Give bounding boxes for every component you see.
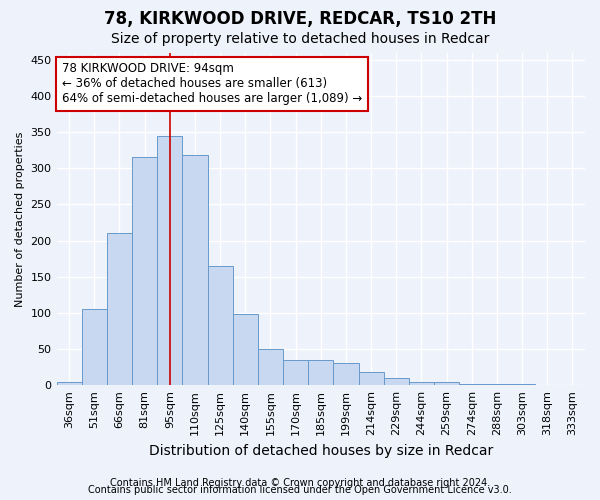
Bar — [509, 384, 535, 385]
Bar — [107, 234, 132, 385]
Bar — [484, 384, 509, 385]
Bar — [359, 372, 383, 385]
Bar — [82, 309, 107, 385]
Y-axis label: Number of detached properties: Number of detached properties — [15, 131, 25, 306]
Text: Size of property relative to detached houses in Redcar: Size of property relative to detached ho… — [111, 32, 489, 46]
Text: 78 KIRKWOOD DRIVE: 94sqm
← 36% of detached houses are smaller (613)
64% of semi-: 78 KIRKWOOD DRIVE: 94sqm ← 36% of detach… — [62, 62, 362, 106]
Bar — [434, 382, 459, 385]
Bar — [132, 158, 157, 385]
Text: Contains HM Land Registry data © Crown copyright and database right 2024.: Contains HM Land Registry data © Crown c… — [110, 478, 490, 488]
Bar — [383, 378, 409, 385]
Text: 78, KIRKWOOD DRIVE, REDCAR, TS10 2TH: 78, KIRKWOOD DRIVE, REDCAR, TS10 2TH — [104, 10, 496, 28]
Bar — [409, 382, 434, 385]
Bar — [283, 360, 308, 385]
Bar — [233, 314, 258, 385]
X-axis label: Distribution of detached houses by size in Redcar: Distribution of detached houses by size … — [149, 444, 493, 458]
Bar — [308, 360, 334, 385]
Bar — [208, 266, 233, 385]
Bar — [182, 155, 208, 385]
Bar — [258, 349, 283, 385]
Text: Contains public sector information licensed under the Open Government Licence v3: Contains public sector information licen… — [88, 485, 512, 495]
Bar — [56, 382, 82, 385]
Bar — [157, 136, 182, 385]
Bar — [459, 384, 484, 385]
Bar — [334, 364, 359, 385]
